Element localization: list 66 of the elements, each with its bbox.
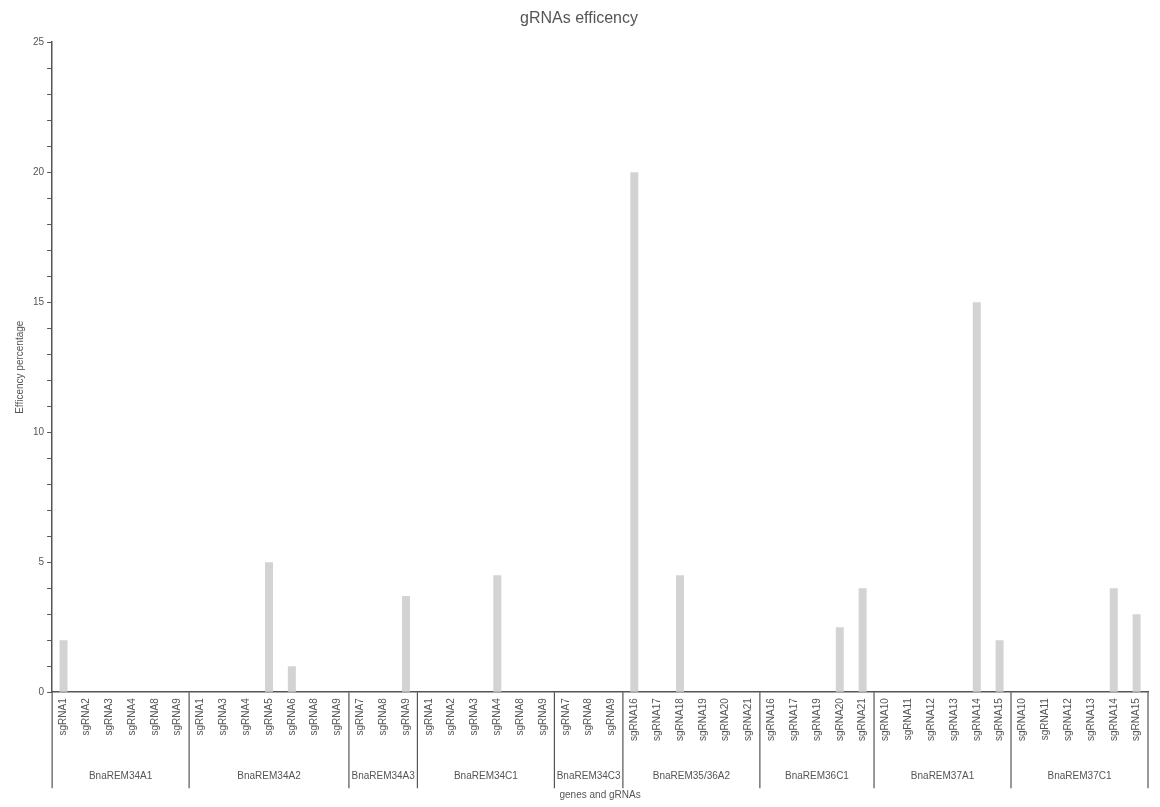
x-tick-label: sgRNA10 xyxy=(879,697,891,742)
x-tick-label: sgRNA19 xyxy=(810,697,822,742)
text: BnaREM34C1 xyxy=(453,769,519,781)
x-tick-label: sgRNA1 xyxy=(57,697,69,736)
x-axis-title: genes and gRNAs xyxy=(559,788,641,800)
x-tick-label: sgRNA8 xyxy=(148,697,160,736)
x-tick-label: sgRNA1 xyxy=(194,697,206,736)
x-tick-label: sgRNA6 xyxy=(285,697,297,736)
x-tick-label: sgRNA15 xyxy=(1130,697,1142,742)
x-tick-label: sgRNA2 xyxy=(445,697,457,736)
x-tick-label: sgRNA17 xyxy=(787,697,799,742)
x-tick-label: sgRNA4 xyxy=(491,697,503,736)
x-tick-label: sgRNA4 xyxy=(125,697,137,736)
x-tick-label: sgRNA3 xyxy=(217,697,229,736)
text: BnaREM37A1 xyxy=(910,769,975,781)
x-tick-label: sgRNA9 xyxy=(605,697,617,736)
x-tick-label: sgRNA7 xyxy=(559,697,571,736)
y-tick-label: 25 xyxy=(33,35,45,47)
x-tick-label: sgRNA13 xyxy=(947,697,959,742)
x-tick-label: sgRNA13 xyxy=(1084,697,1096,742)
x-tick-label: sgRNA11 xyxy=(902,697,914,741)
y-tick-label: 5 xyxy=(38,555,45,567)
x-tick-label: sgRNA8 xyxy=(308,697,320,736)
chart-title: gRNAs efficency xyxy=(520,9,638,27)
text: BnaREM34A3 xyxy=(351,769,416,781)
x-tick-label: sgRNA8 xyxy=(513,697,525,736)
y-axis-title: Efficency percentage xyxy=(13,320,25,414)
x-tick-label: sgRNA8 xyxy=(582,697,594,736)
y-tick-label: 0 xyxy=(38,685,45,697)
text: BnaREM34A2 xyxy=(237,769,302,781)
text: BnaREM35/36A2 xyxy=(652,769,731,781)
x-tick-label: sgRNA16 xyxy=(628,697,640,742)
x-tick-label: sgRNA14 xyxy=(1107,697,1119,742)
x-tick-label: sgRNA3 xyxy=(468,697,480,736)
x-tick-label: sgRNA3 xyxy=(102,697,114,736)
text: BnaREM37C1 xyxy=(1047,769,1112,781)
y-tick-label: 20 xyxy=(33,165,45,177)
x-tick-label: sgRNA5 xyxy=(262,697,274,736)
x-tick-label: sgRNA21 xyxy=(742,697,754,742)
x-tick-label: sgRNA21 xyxy=(856,697,868,742)
text: BnaREM34C3 xyxy=(556,769,622,781)
x-tick-label: sgRNA9 xyxy=(331,697,343,736)
x-tick-label: sgRNA18 xyxy=(673,697,685,742)
x-tick-label: sgRNA12 xyxy=(1061,697,1073,742)
x-tick-label: sgRNA16 xyxy=(765,697,777,742)
x-tick-label: sgRNA17 xyxy=(650,697,662,742)
text: BnaREM34A1 xyxy=(88,769,153,781)
x-tick-label: sgRNA19 xyxy=(696,697,708,742)
x-tick-label: sgRNA8 xyxy=(376,697,388,736)
x-tick-label: sgRNA11 xyxy=(1039,697,1051,741)
x-tick-label: sgRNA2 xyxy=(80,697,92,736)
x-tick-label: sgRNA1 xyxy=(422,697,434,736)
x-tick-label: sgRNA9 xyxy=(171,697,183,736)
x-tick-label: sgRNA7 xyxy=(354,697,366,736)
x-tick-label: sgRNA20 xyxy=(833,697,845,742)
y-tick-label: 15 xyxy=(33,295,45,307)
y-tick-label: 10 xyxy=(33,425,45,437)
x-tick-label: sgRNA20 xyxy=(719,697,731,742)
x-tick-label: sgRNA14 xyxy=(970,697,982,742)
x-tick-label: sgRNA15 xyxy=(993,697,1005,742)
x-tick-label: sgRNA9 xyxy=(399,697,411,736)
x-tick-label: sgRNA12 xyxy=(924,697,936,742)
x-tick-label: sgRNA4 xyxy=(239,697,251,736)
text: BnaREM36C1 xyxy=(784,769,850,781)
x-tick-label: sgRNA10 xyxy=(1016,697,1028,742)
x-tick-label: sgRNA9 xyxy=(536,697,548,736)
